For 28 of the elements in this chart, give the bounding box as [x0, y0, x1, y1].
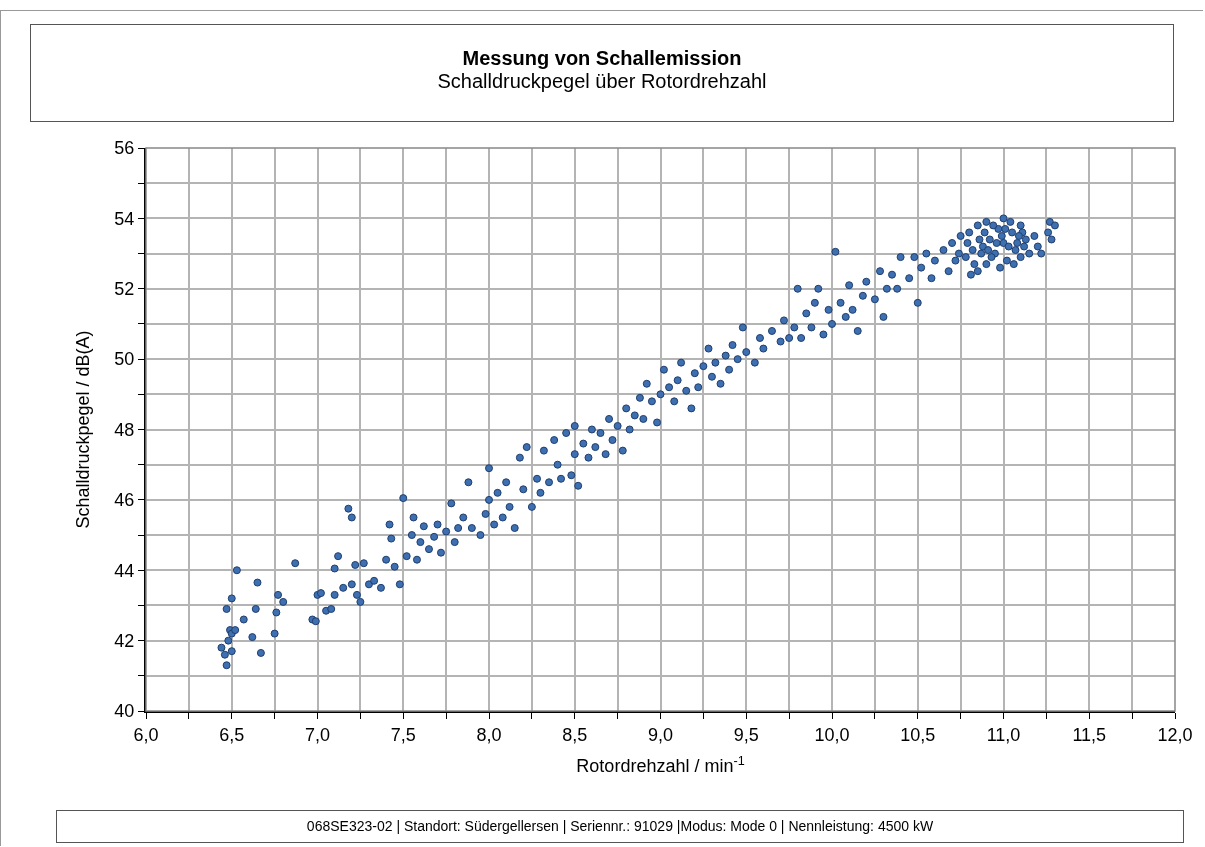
x-tick-label: 10,0	[814, 724, 850, 745]
x-tick-label: 7,5	[390, 724, 416, 745]
x-tick-label: 11,0	[986, 724, 1021, 745]
y-tick-label: 42	[114, 630, 135, 651]
y-tick-label: 56	[114, 138, 135, 159]
x-axis-title: Rotordrehzahl / min$^{-1}$	[576, 753, 745, 777]
y-axis-title: Schalldruckpegel / dB(A)	[73, 330, 94, 529]
y-tick-label: 40	[114, 701, 135, 722]
y-tick-label: 50	[114, 349, 135, 370]
x-tick-label: 6,0	[133, 724, 159, 745]
y-tick-label: 54	[114, 208, 135, 229]
x-tick-label: 8,5	[562, 724, 588, 745]
chart-title: Messung von Schallemission	[461, 47, 743, 70]
x-tick-label: 7,0	[304, 724, 331, 745]
y-tick-label: 52	[114, 279, 135, 300]
chart-subtitle: Schalldruckpegel über Rotordrehzahl	[436, 70, 768, 93]
x-tick-label: 10,5	[900, 724, 936, 745]
x-tick-label: 11,5	[1072, 724, 1107, 745]
y-tick-label: 48	[114, 419, 135, 440]
y-tick-label: 46	[114, 490, 135, 511]
y-tick-label: 44	[114, 560, 135, 581]
x-tick-label: 9,5	[733, 724, 759, 745]
x-tick-label: 6,5	[219, 724, 245, 745]
x-tick-label: 12,0	[1157, 724, 1193, 745]
x-tick-label: 8,0	[476, 724, 502, 745]
title-box: Messung von Schallemission Schalldruckpegel über Rotordrehzahl	[30, 24, 1174, 122]
footer-box: 068SE323-02 | Standort: Südergellersen | Seriennr.: 91029 |Modus: Mode 0 | Nennleistung: 4500 kW	[56, 810, 1184, 843]
x-tick-label: 9,0	[647, 724, 674, 745]
